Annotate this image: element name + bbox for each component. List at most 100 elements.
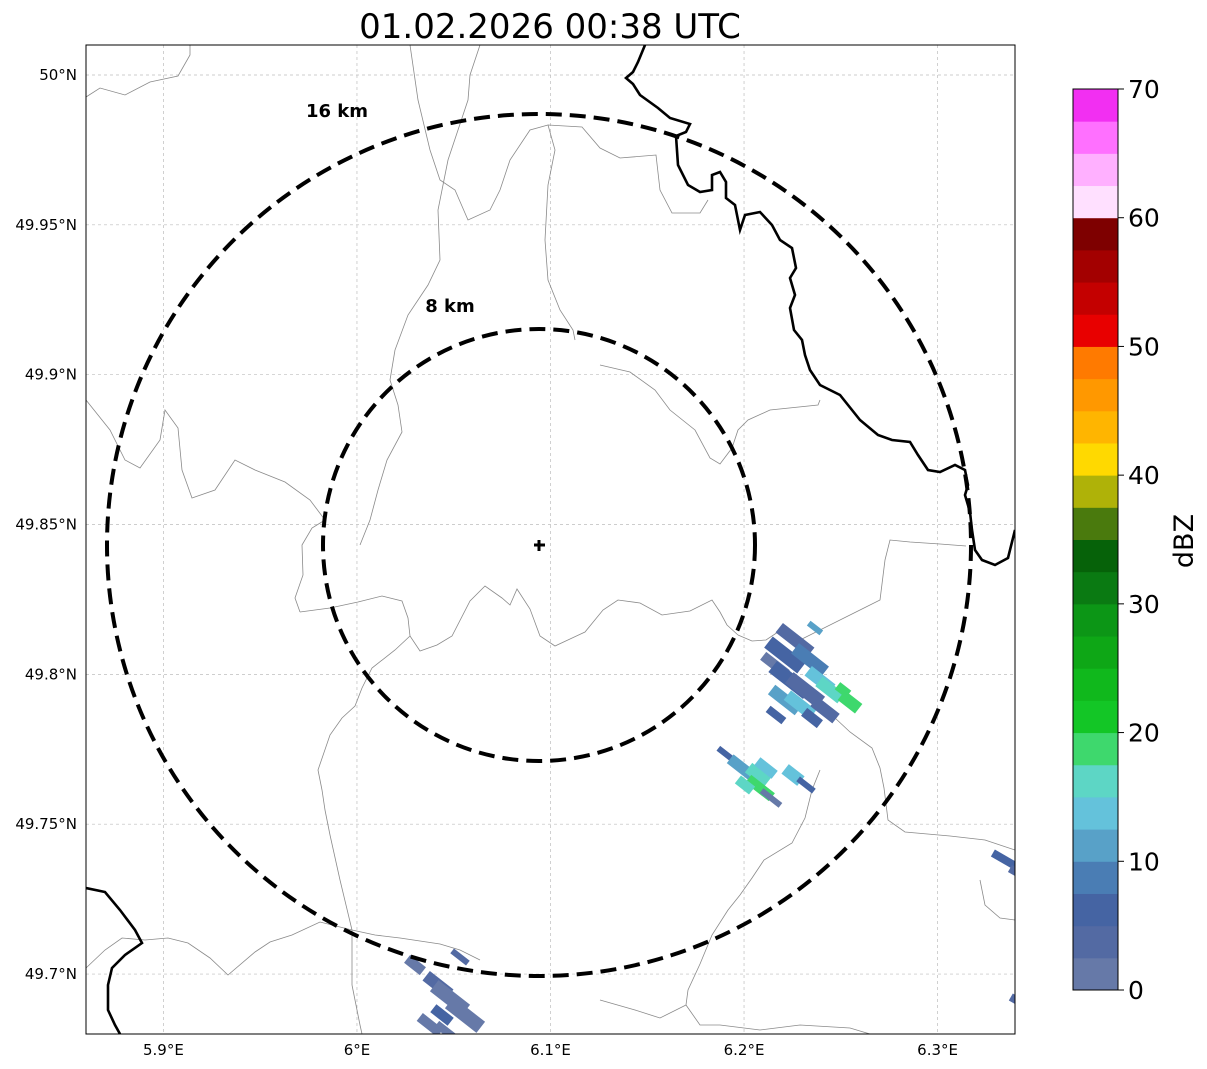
colorbar-ticks: 0 10 20 30 40 50 60 70 xyxy=(1118,75,1160,1005)
colorbar xyxy=(1073,89,1118,991)
colorbar-segment xyxy=(1073,153,1118,187)
colorbar-segment xyxy=(1073,571,1118,605)
colorbar-segment xyxy=(1073,539,1118,573)
boundary-line xyxy=(351,984,363,1034)
echo-cell xyxy=(734,775,756,795)
lat-tick-label: 49.8°N xyxy=(25,665,77,683)
boundary-line xyxy=(737,631,779,642)
colorbar-segment xyxy=(1073,410,1118,444)
echo-cell xyxy=(450,948,470,966)
colorbar-segment xyxy=(1073,475,1118,508)
colorbar-frame xyxy=(1072,88,1119,991)
echo-cell xyxy=(434,1020,460,1034)
boundary-line xyxy=(299,585,739,652)
echo-cell xyxy=(759,788,783,808)
echo-cell xyxy=(810,696,840,724)
colorbar-segment xyxy=(1073,829,1118,862)
colorbar-segment xyxy=(1073,185,1118,219)
echo-cell xyxy=(801,707,823,729)
colorbar-segment xyxy=(1073,636,1118,669)
boundary-line xyxy=(799,539,967,641)
colorbar-segment xyxy=(1073,314,1118,347)
boundary-line xyxy=(317,635,411,985)
boundary-line xyxy=(685,769,871,1034)
lat-tick-label: 49.75°N xyxy=(15,815,77,833)
lon-tick-label: 6.3°E xyxy=(917,1041,958,1059)
colorbar-label: dBZ xyxy=(1169,514,1200,568)
lon-tick-label: 6°E xyxy=(344,1041,371,1059)
map-panel: 16 km 8 km xyxy=(85,44,1016,1035)
echo-cell xyxy=(764,636,806,674)
latitude-ticks: 49.7°N 49.75°N 49.8°N 49.85°N 49.9°N 49.95°N 5… xyxy=(15,66,77,983)
lat-tick-label: 50°N xyxy=(39,66,77,84)
lat-tick-label: 49.85°N xyxy=(15,516,77,534)
border-line xyxy=(86,886,144,1034)
colorbar-segment xyxy=(1073,378,1118,412)
boundary-line xyxy=(294,519,326,613)
colorbar-segment xyxy=(1073,764,1118,798)
boundary-line xyxy=(394,45,481,351)
reflectivity-echoes xyxy=(404,620,1015,1034)
boundary-line xyxy=(599,364,821,465)
border-line xyxy=(624,45,1015,567)
lat-tick-label: 49.7°N xyxy=(25,965,77,983)
lon-tick-label: 5.9°E xyxy=(143,1041,184,1059)
colorbar-segment xyxy=(1073,925,1118,959)
colorbar-segment xyxy=(1073,217,1118,251)
range-ring-16km xyxy=(105,112,973,978)
echo-cell xyxy=(416,1013,444,1034)
colorbar-tick-label: 50 xyxy=(1128,332,1160,361)
colorbar-segment xyxy=(1073,442,1118,476)
boundary-line xyxy=(979,879,1015,921)
colorbar-tick-label: 60 xyxy=(1128,204,1160,233)
boundary-line xyxy=(599,999,687,1019)
colorbar-segment xyxy=(1073,346,1118,380)
country-borders xyxy=(86,45,1015,1034)
colorbar-segment xyxy=(1073,89,1118,122)
echo-cell xyxy=(796,776,816,794)
echo-cell xyxy=(806,620,824,636)
colorbar-segment xyxy=(1073,282,1118,315)
colorbar-segment xyxy=(1073,121,1118,154)
colorbar-segment xyxy=(1073,957,1118,991)
echo-cell xyxy=(834,682,852,698)
graticule xyxy=(86,45,1015,1034)
map-frame xyxy=(85,44,1016,1035)
echo-cell xyxy=(1008,993,1015,1007)
echo-cell xyxy=(1007,865,1015,879)
echo-cell xyxy=(754,757,778,779)
boundary-line xyxy=(86,399,326,521)
colorbar-segment xyxy=(1073,893,1118,927)
map-title: 01.02.2026 00:38 UTC xyxy=(359,7,741,47)
lat-tick-label: 49.95°N xyxy=(15,216,77,234)
colorbar-segment xyxy=(1073,668,1118,701)
lat-tick-label: 49.9°N xyxy=(25,366,77,384)
colorbar-tick-label: 0 xyxy=(1128,976,1144,1005)
boundary-line xyxy=(86,45,191,98)
echo-cell xyxy=(765,705,787,725)
lon-tick-label: 6.2°E xyxy=(724,1041,765,1059)
range-ring-8km xyxy=(321,327,757,763)
boundary-line xyxy=(359,349,403,546)
colorbar-tick-label: 10 xyxy=(1128,847,1160,876)
echo-cell xyxy=(744,762,772,788)
colorbar-segment xyxy=(1073,796,1118,830)
colorbar-tick-label: 30 xyxy=(1128,590,1160,619)
boundary-line xyxy=(547,124,709,214)
colorbar-segment xyxy=(1073,249,1118,283)
range-ring-label-16km: 16 km xyxy=(306,101,368,122)
echo-cell xyxy=(404,954,426,976)
echo-cell xyxy=(444,997,486,1033)
echo-cell xyxy=(784,672,826,708)
longitude-ticks: 5.9°E 6°E 6.1°E 6.2°E 6.3°E xyxy=(143,1041,958,1059)
radar-site-marker xyxy=(534,540,545,551)
colorbar-segment xyxy=(1073,700,1118,734)
boundary-line xyxy=(409,45,576,341)
colorbar-tick-label: 70 xyxy=(1128,75,1160,104)
colorbar-segment xyxy=(1073,507,1118,540)
echo-cell xyxy=(815,676,845,704)
colorbar-tick-label: 40 xyxy=(1128,461,1160,490)
colorbar-segment xyxy=(1073,732,1118,766)
range-ring-label-8km: 8 km xyxy=(425,296,475,317)
